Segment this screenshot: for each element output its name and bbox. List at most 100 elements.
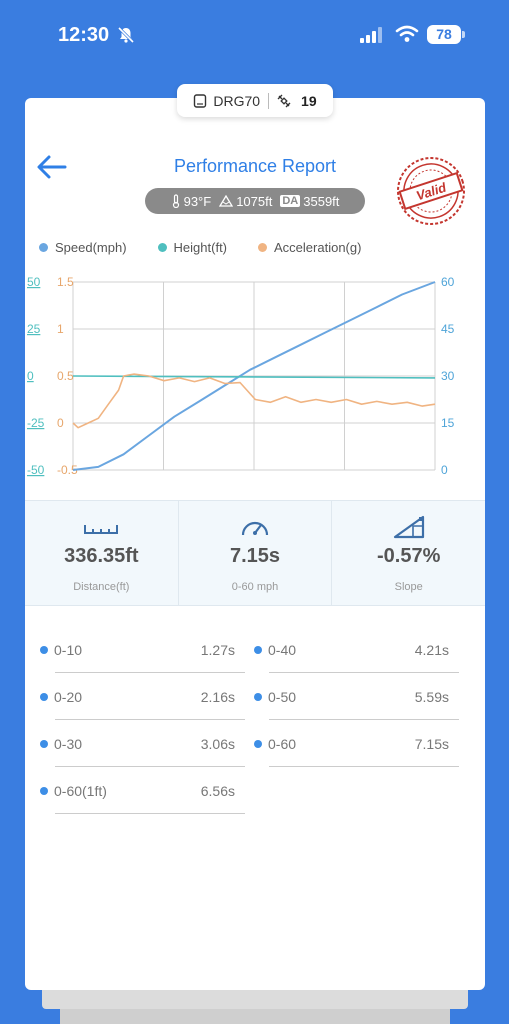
acceleration-axis-tick: 0	[57, 416, 64, 430]
split-name: 0-30	[54, 736, 83, 752]
wifi-icon	[395, 25, 419, 42]
battery-level: 78	[427, 25, 461, 44]
acceleration-axis-tick: 1	[57, 322, 64, 336]
split-time: 6.56s	[200, 783, 235, 799]
split-bullet	[40, 787, 48, 795]
bell-muted-icon	[117, 26, 135, 44]
density-altitude-value: 3559ft	[303, 193, 340, 209]
speed-series-line	[72, 281, 436, 471]
temperature-value: 93°F	[183, 193, 212, 209]
temperature-reading: 93°F	[171, 193, 212, 209]
acceleration-axis-tick: 1.5	[57, 275, 74, 289]
slope-label: Slope	[394, 581, 423, 593]
legend-acceleration-label: Acceleration(g)	[274, 240, 362, 255]
split-time: 2.16s	[200, 689, 235, 705]
speed-axis-tick: 45	[441, 322, 455, 336]
stat-zero-sixty: 7.15s 0-60 mph	[177, 501, 332, 605]
slope-icon	[393, 515, 424, 539]
page-title: Performance Report	[173, 156, 337, 176]
speedometer-icon	[241, 521, 269, 536]
status-bar: 12:30 78	[0, 0, 509, 70]
height-axis-tick: 50	[27, 275, 41, 289]
speed-axis-tick: 15	[441, 416, 455, 430]
device-icon	[194, 93, 207, 108]
split-divider	[55, 719, 245, 720]
split-name: 0-60(1ft)	[54, 783, 107, 799]
split-row: 0-10 1.27s	[25, 628, 245, 675]
legend-speed: Speed(mph)	[39, 240, 127, 255]
split-divider	[55, 672, 245, 673]
split-row: 0-30 3.06s	[25, 722, 245, 769]
split-time: 1.27s	[200, 642, 235, 658]
device-name: DRG70	[213, 92, 261, 109]
split-row: 0-40 4.21s	[239, 628, 459, 675]
legend-acceleration-dot	[258, 243, 268, 252]
height-axis-tick: -50	[27, 463, 45, 477]
acceleration-axis-tick: -0.5	[57, 463, 78, 477]
status-time: 12:30	[58, 24, 110, 46]
legend-height-dot	[157, 243, 167, 252]
split-row: 0-20 2.16s	[25, 675, 245, 722]
zero-sixty-label: 0-60 mph	[231, 581, 279, 593]
da-badge: DA	[280, 195, 301, 207]
report-card: Performance Report 93°F 1075ft DA 3559ft	[25, 98, 485, 990]
split-name: 0-10	[54, 642, 83, 658]
card-stack-back	[60, 1005, 450, 1024]
split-row: 0-50 5.59s	[239, 675, 459, 722]
height-series-line	[72, 375, 436, 379]
altitude-reading: 1075ft	[219, 194, 272, 209]
legend-height: Height(ft)	[157, 240, 227, 255]
legend-speed-dot	[39, 243, 48, 252]
slope-value: -0.57%	[376, 545, 441, 567]
cellular-signal-icon	[360, 27, 382, 43]
split-name: 0-50	[268, 689, 297, 705]
stat-distance: 336.35ft Distance(ft)	[25, 501, 178, 605]
split-divider	[269, 672, 459, 673]
split-time: 4.21s	[414, 642, 449, 658]
split-time: 7.15s	[414, 736, 449, 752]
performance-chart: 50 25 0 -25 -50 1.5 1 0.5 0 -0.5 60 45 30 15 0	[27, 275, 455, 477]
split-time: 5.59s	[414, 689, 449, 705]
split-bullet	[40, 646, 48, 654]
legend-acceleration: Acceleration(g)	[258, 240, 361, 255]
conditions-bar: 93°F 1075ft DA 3559ft	[145, 188, 365, 214]
pill-divider	[268, 92, 270, 109]
satellite-icon	[277, 94, 291, 107]
height-axis-tick: 0	[27, 369, 34, 383]
zero-sixty-value: 7.15s	[229, 545, 281, 567]
chart-legend: Speed(mph) Height(ft) Acceleration(g)	[39, 240, 479, 255]
thermometer-icon	[172, 194, 179, 208]
legend-speed-label: Speed(mph)	[55, 240, 127, 255]
split-divider	[55, 813, 245, 814]
stats-panel: 336.35ft Distance(ft) 7.15s 0-60 mph -0.…	[25, 500, 485, 606]
stat-slope: -0.57% Slope	[331, 501, 485, 605]
speed-axis-tick: 0	[441, 463, 448, 477]
split-bullet	[40, 693, 48, 701]
split-divider	[269, 719, 459, 720]
ruler-icon	[84, 525, 119, 534]
back-arrow-icon[interactable]	[35, 154, 69, 180]
split-bullet	[254, 693, 262, 701]
split-divider	[269, 766, 459, 767]
height-axis-tick: 25	[27, 322, 41, 336]
satellite-count: 19	[301, 92, 317, 109]
acceleration-axis-tick: 0.5	[57, 369, 74, 383]
split-time: 3.06s	[200, 736, 235, 752]
density-altitude-reading: DA 3559ft	[280, 194, 339, 209]
device-pill[interactable]: DRG70 19	[177, 84, 333, 117]
altitude-value: 1075ft	[236, 193, 273, 209]
split-name: 0-40	[268, 642, 297, 658]
speed-axis-tick: 60	[441, 275, 455, 289]
split-bullet	[40, 740, 48, 748]
split-bullet	[254, 740, 262, 748]
speed-axis-tick: 30	[441, 369, 455, 383]
acceleration-series-line	[72, 373, 436, 429]
split-row: 0-60(1ft) 6.56s	[25, 769, 245, 816]
height-axis-tick: -25	[27, 416, 45, 430]
distance-label: Distance(ft)	[73, 581, 130, 593]
distance-value: 336.35ft	[64, 545, 139, 567]
split-row: 0-60 7.15s	[239, 722, 459, 769]
valid-stamp: Valid	[397, 157, 465, 225]
split-name: 0-60	[268, 736, 297, 752]
split-divider	[55, 766, 245, 767]
